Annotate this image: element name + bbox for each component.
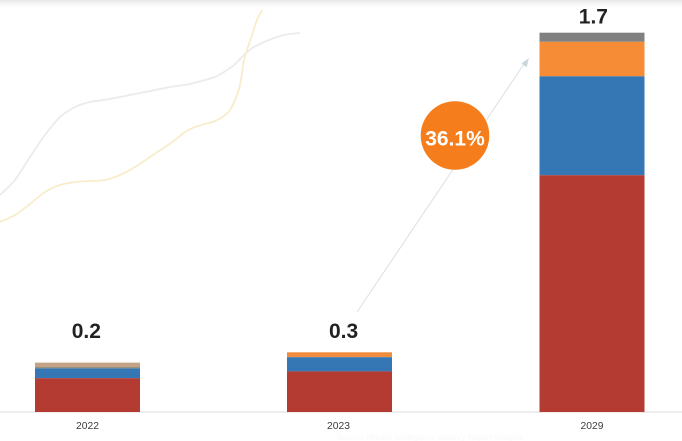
svg-text:1.7: 1.7 [579,6,608,29]
svg-text:Source: Mordor Intelligence In: Source: Mordor Intelligence Industry Rep… [337,433,523,441]
svg-text:0.3: 0.3 [329,320,358,343]
svg-text:2029: 2029 [581,421,604,432]
svg-text:2022: 2022 [76,421,99,432]
svg-text:0.2: 0.2 [72,320,101,343]
svg-text:2023: 2023 [327,421,350,432]
svg-text:36.1%: 36.1% [425,128,485,151]
